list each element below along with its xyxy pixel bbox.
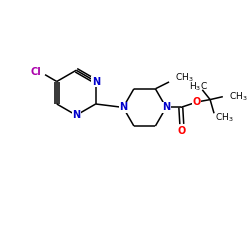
Text: Cl: Cl [30, 67, 41, 77]
Text: N: N [92, 76, 100, 86]
Text: CH$_3$: CH$_3$ [229, 90, 247, 103]
Text: N: N [119, 102, 127, 113]
Text: CH$_3$: CH$_3$ [175, 72, 194, 84]
Text: O: O [192, 96, 200, 106]
Text: N: N [72, 110, 80, 120]
Text: O: O [178, 126, 186, 136]
Text: CH$_3$: CH$_3$ [215, 112, 234, 124]
Text: H$_3$C: H$_3$C [189, 81, 208, 93]
Text: N: N [162, 102, 170, 113]
